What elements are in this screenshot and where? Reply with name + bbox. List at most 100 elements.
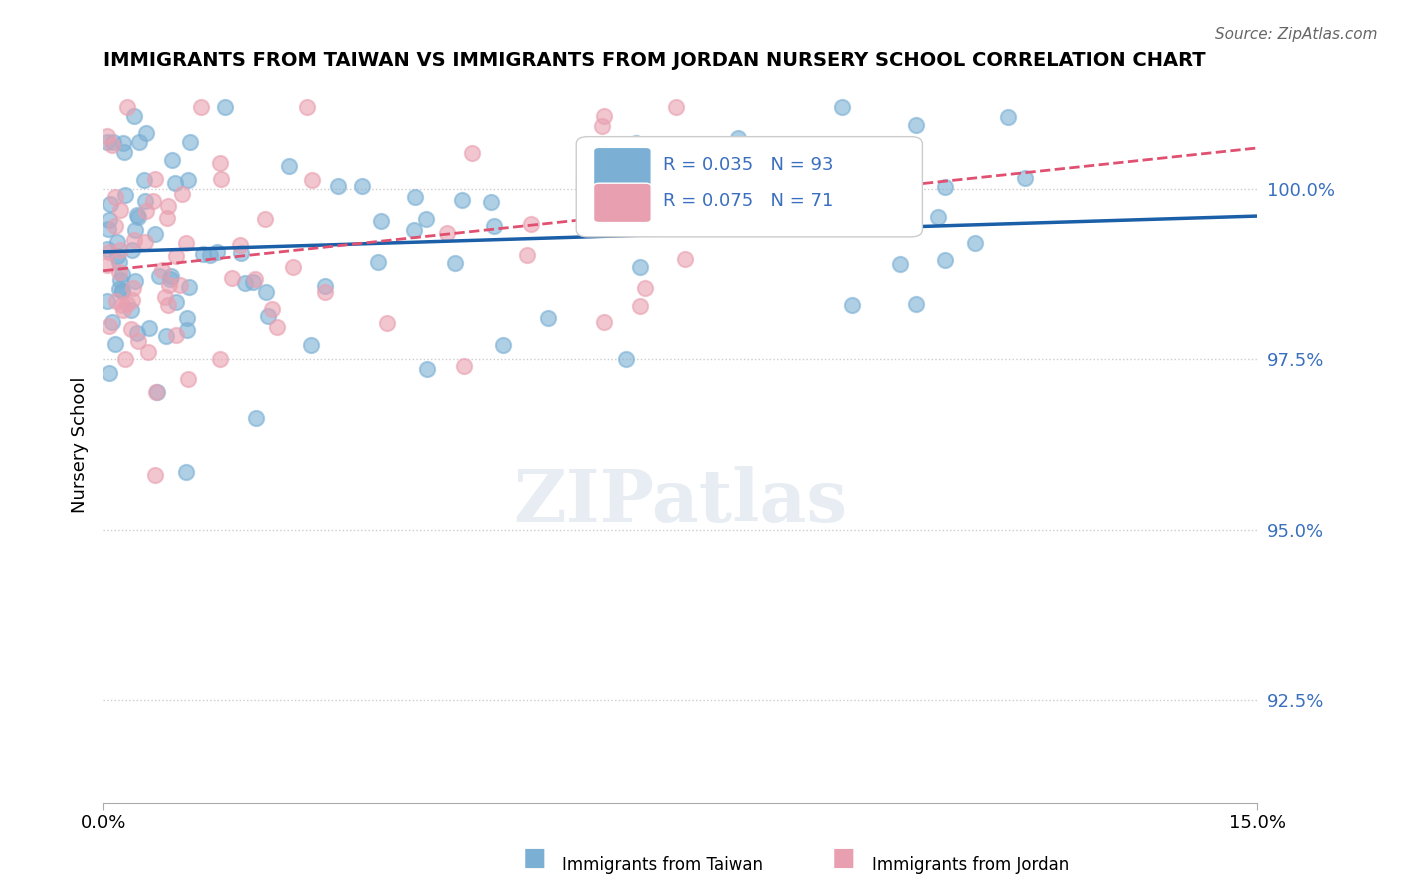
Immigrants from Jordan — [673, 252, 696, 267]
Immigrants from Taiwan — [934, 253, 956, 268]
Immigrants from Taiwan — [160, 269, 183, 284]
Immigrants from Jordan — [591, 119, 613, 133]
Immigrants from Taiwan — [96, 293, 118, 308]
Immigrants from Jordan — [135, 203, 157, 218]
Immigrants from Taiwan — [614, 351, 637, 366]
Immigrants from Jordan — [208, 352, 231, 367]
Immigrants from Taiwan — [934, 180, 956, 194]
Text: Immigrants from Jordan: Immigrants from Jordan — [872, 856, 1069, 874]
Immigrants from Jordan — [593, 315, 616, 329]
Immigrants from Jordan — [262, 301, 284, 316]
Immigrants from Jordan — [165, 249, 187, 263]
Immigrants from Taiwan — [367, 255, 389, 269]
Immigrants from Taiwan — [214, 100, 236, 114]
Immigrants from Taiwan — [482, 219, 505, 234]
Immigrants from Taiwan — [104, 337, 127, 351]
Immigrants from Taiwan — [299, 337, 322, 351]
Immigrants from Taiwan — [889, 257, 911, 271]
Immigrants from Taiwan — [624, 136, 647, 150]
Immigrants from Jordan — [112, 302, 135, 317]
Immigrants from Jordan — [114, 352, 136, 367]
FancyBboxPatch shape — [576, 136, 922, 237]
Text: ■: ■ — [523, 847, 546, 871]
Text: Immigrants from Taiwan: Immigrants from Taiwan — [562, 856, 763, 874]
Immigrants from Taiwan — [165, 294, 187, 309]
Immigrants from Jordan — [281, 260, 304, 275]
Immigrants from Taiwan — [120, 303, 142, 318]
Immigrants from Taiwan — [111, 267, 134, 281]
Immigrants from Taiwan — [444, 256, 467, 270]
Immigrants from Jordan — [628, 299, 651, 313]
Text: ZIPatlas: ZIPatlas — [513, 467, 848, 537]
Immigrants from Jordan — [98, 319, 121, 334]
Immigrants from Jordan — [221, 271, 243, 285]
Immigrants from Jordan — [657, 199, 679, 213]
Immigrants from Taiwan — [145, 385, 167, 400]
Immigrants from Taiwan — [128, 135, 150, 149]
Immigrants from Jordan — [572, 173, 595, 187]
Text: ■: ■ — [832, 847, 855, 871]
Immigrants from Jordan — [516, 248, 538, 262]
Immigrants from Taiwan — [159, 272, 181, 286]
Immigrants from Taiwan — [648, 147, 671, 161]
Y-axis label: Nursery School: Nursery School — [72, 376, 89, 513]
Immigrants from Taiwan — [927, 210, 949, 224]
Immigrants from Taiwan — [229, 246, 252, 260]
Immigrants from Jordan — [634, 281, 657, 295]
Immigrants from Taiwan — [904, 297, 927, 311]
Immigrants from Jordan — [117, 100, 139, 114]
Immigrants from Taiwan — [841, 298, 863, 312]
Immigrants from Jordan — [142, 194, 165, 208]
Immigrants from Jordan — [134, 235, 156, 249]
Immigrants from Jordan — [295, 100, 318, 114]
Immigrants from Taiwan — [132, 173, 155, 187]
Immigrants from Jordan — [143, 172, 166, 186]
FancyBboxPatch shape — [593, 183, 651, 223]
Immigrants from Taiwan — [124, 274, 146, 288]
Immigrants from Jordan — [122, 281, 145, 295]
Immigrants from Jordan — [165, 328, 187, 343]
Immigrants from Taiwan — [114, 188, 136, 202]
Immigrants from Jordan — [120, 321, 142, 335]
Immigrants from Jordan — [436, 227, 458, 241]
Text: Source: ZipAtlas.com: Source: ZipAtlas.com — [1215, 27, 1378, 42]
Immigrants from Jordan — [301, 173, 323, 187]
Immigrants from Taiwan — [997, 111, 1019, 125]
Immigrants from Taiwan — [112, 145, 135, 160]
Immigrants from Jordan — [519, 217, 541, 231]
Immigrants from Taiwan — [105, 249, 128, 263]
Immigrants from Jordan — [136, 344, 159, 359]
Immigrants from Jordan — [103, 219, 125, 233]
Immigrants from Jordan — [266, 320, 288, 334]
Immigrants from Taiwan — [125, 208, 148, 222]
Immigrants from Jordan — [169, 278, 191, 293]
Immigrants from Taiwan — [352, 179, 374, 194]
Immigrants from Taiwan — [122, 109, 145, 123]
Immigrants from Taiwan — [176, 310, 198, 325]
Immigrants from Taiwan — [165, 176, 187, 190]
Immigrants from Taiwan — [277, 159, 299, 173]
Immigrants from Taiwan — [98, 196, 121, 211]
Immigrants from Taiwan — [160, 153, 183, 167]
Immigrants from Jordan — [453, 359, 475, 373]
Immigrants from Taiwan — [179, 135, 201, 149]
Immigrants from Taiwan — [100, 315, 122, 329]
Immigrants from Taiwan — [904, 119, 927, 133]
Immigrants from Jordan — [170, 186, 193, 201]
Immigrants from Jordan — [110, 202, 132, 217]
Immigrants from Jordan — [143, 467, 166, 482]
Immigrants from Taiwan — [107, 254, 129, 268]
Immigrants from Jordan — [174, 235, 197, 250]
Immigrants from Taiwan — [97, 366, 120, 380]
Immigrants from Taiwan — [404, 189, 426, 203]
Immigrants from Jordan — [314, 285, 336, 299]
Immigrants from Taiwan — [193, 246, 215, 260]
Immigrants from Taiwan — [111, 284, 134, 298]
Immigrants from Taiwan — [148, 269, 170, 284]
Immigrants from Taiwan — [110, 273, 132, 287]
Immigrants from Jordan — [157, 298, 180, 312]
Immigrants from Jordan — [105, 294, 128, 309]
Immigrants from Taiwan — [628, 260, 651, 274]
Immigrants from Jordan — [243, 272, 266, 286]
Immigrants from Jordan — [111, 297, 134, 311]
